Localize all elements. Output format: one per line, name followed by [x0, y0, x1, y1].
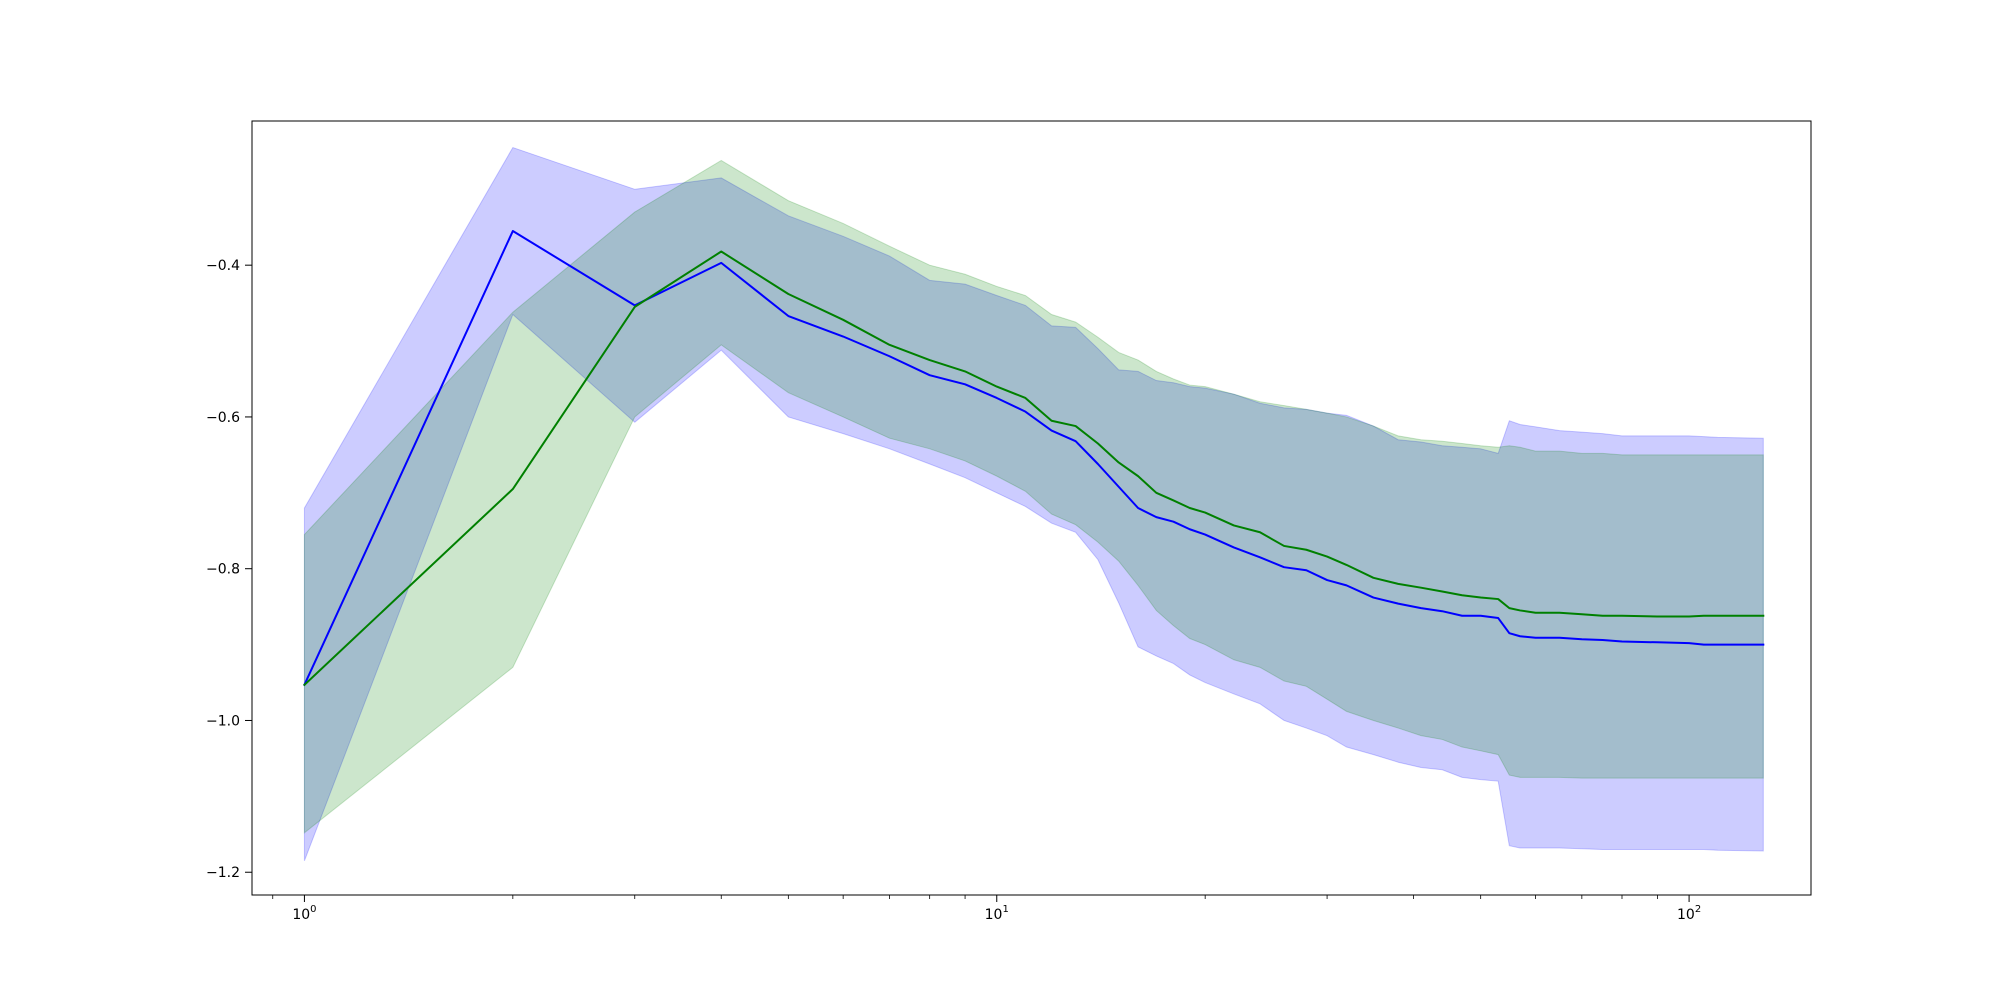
y-tick-label: −0.4	[206, 258, 240, 274]
x-tick-label: 101	[985, 904, 1009, 923]
y-tick-label: −0.6	[206, 410, 240, 426]
y-tick-label: −1.0	[206, 713, 240, 729]
x-tick-label: 100	[292, 904, 316, 923]
y-tick-label: −1.2	[206, 865, 240, 881]
confidence-bands	[303, 146, 1764, 862]
series-1-line	[303, 250, 1765, 687]
series-0-line	[303, 230, 1765, 687]
plot-frame	[251, 120, 1812, 896]
y-tick-label: −0.8	[206, 562, 240, 578]
series-1-band	[303, 159, 1764, 834]
series-0-band	[303, 146, 1764, 862]
x-tick-label: 102	[1677, 904, 1701, 923]
x-axis: 100 101 102	[272, 895, 1701, 923]
y-axis: −0.4 −0.6 −0.8 −1.0 −1.2	[206, 258, 252, 881]
series-lines	[303, 230, 1765, 687]
